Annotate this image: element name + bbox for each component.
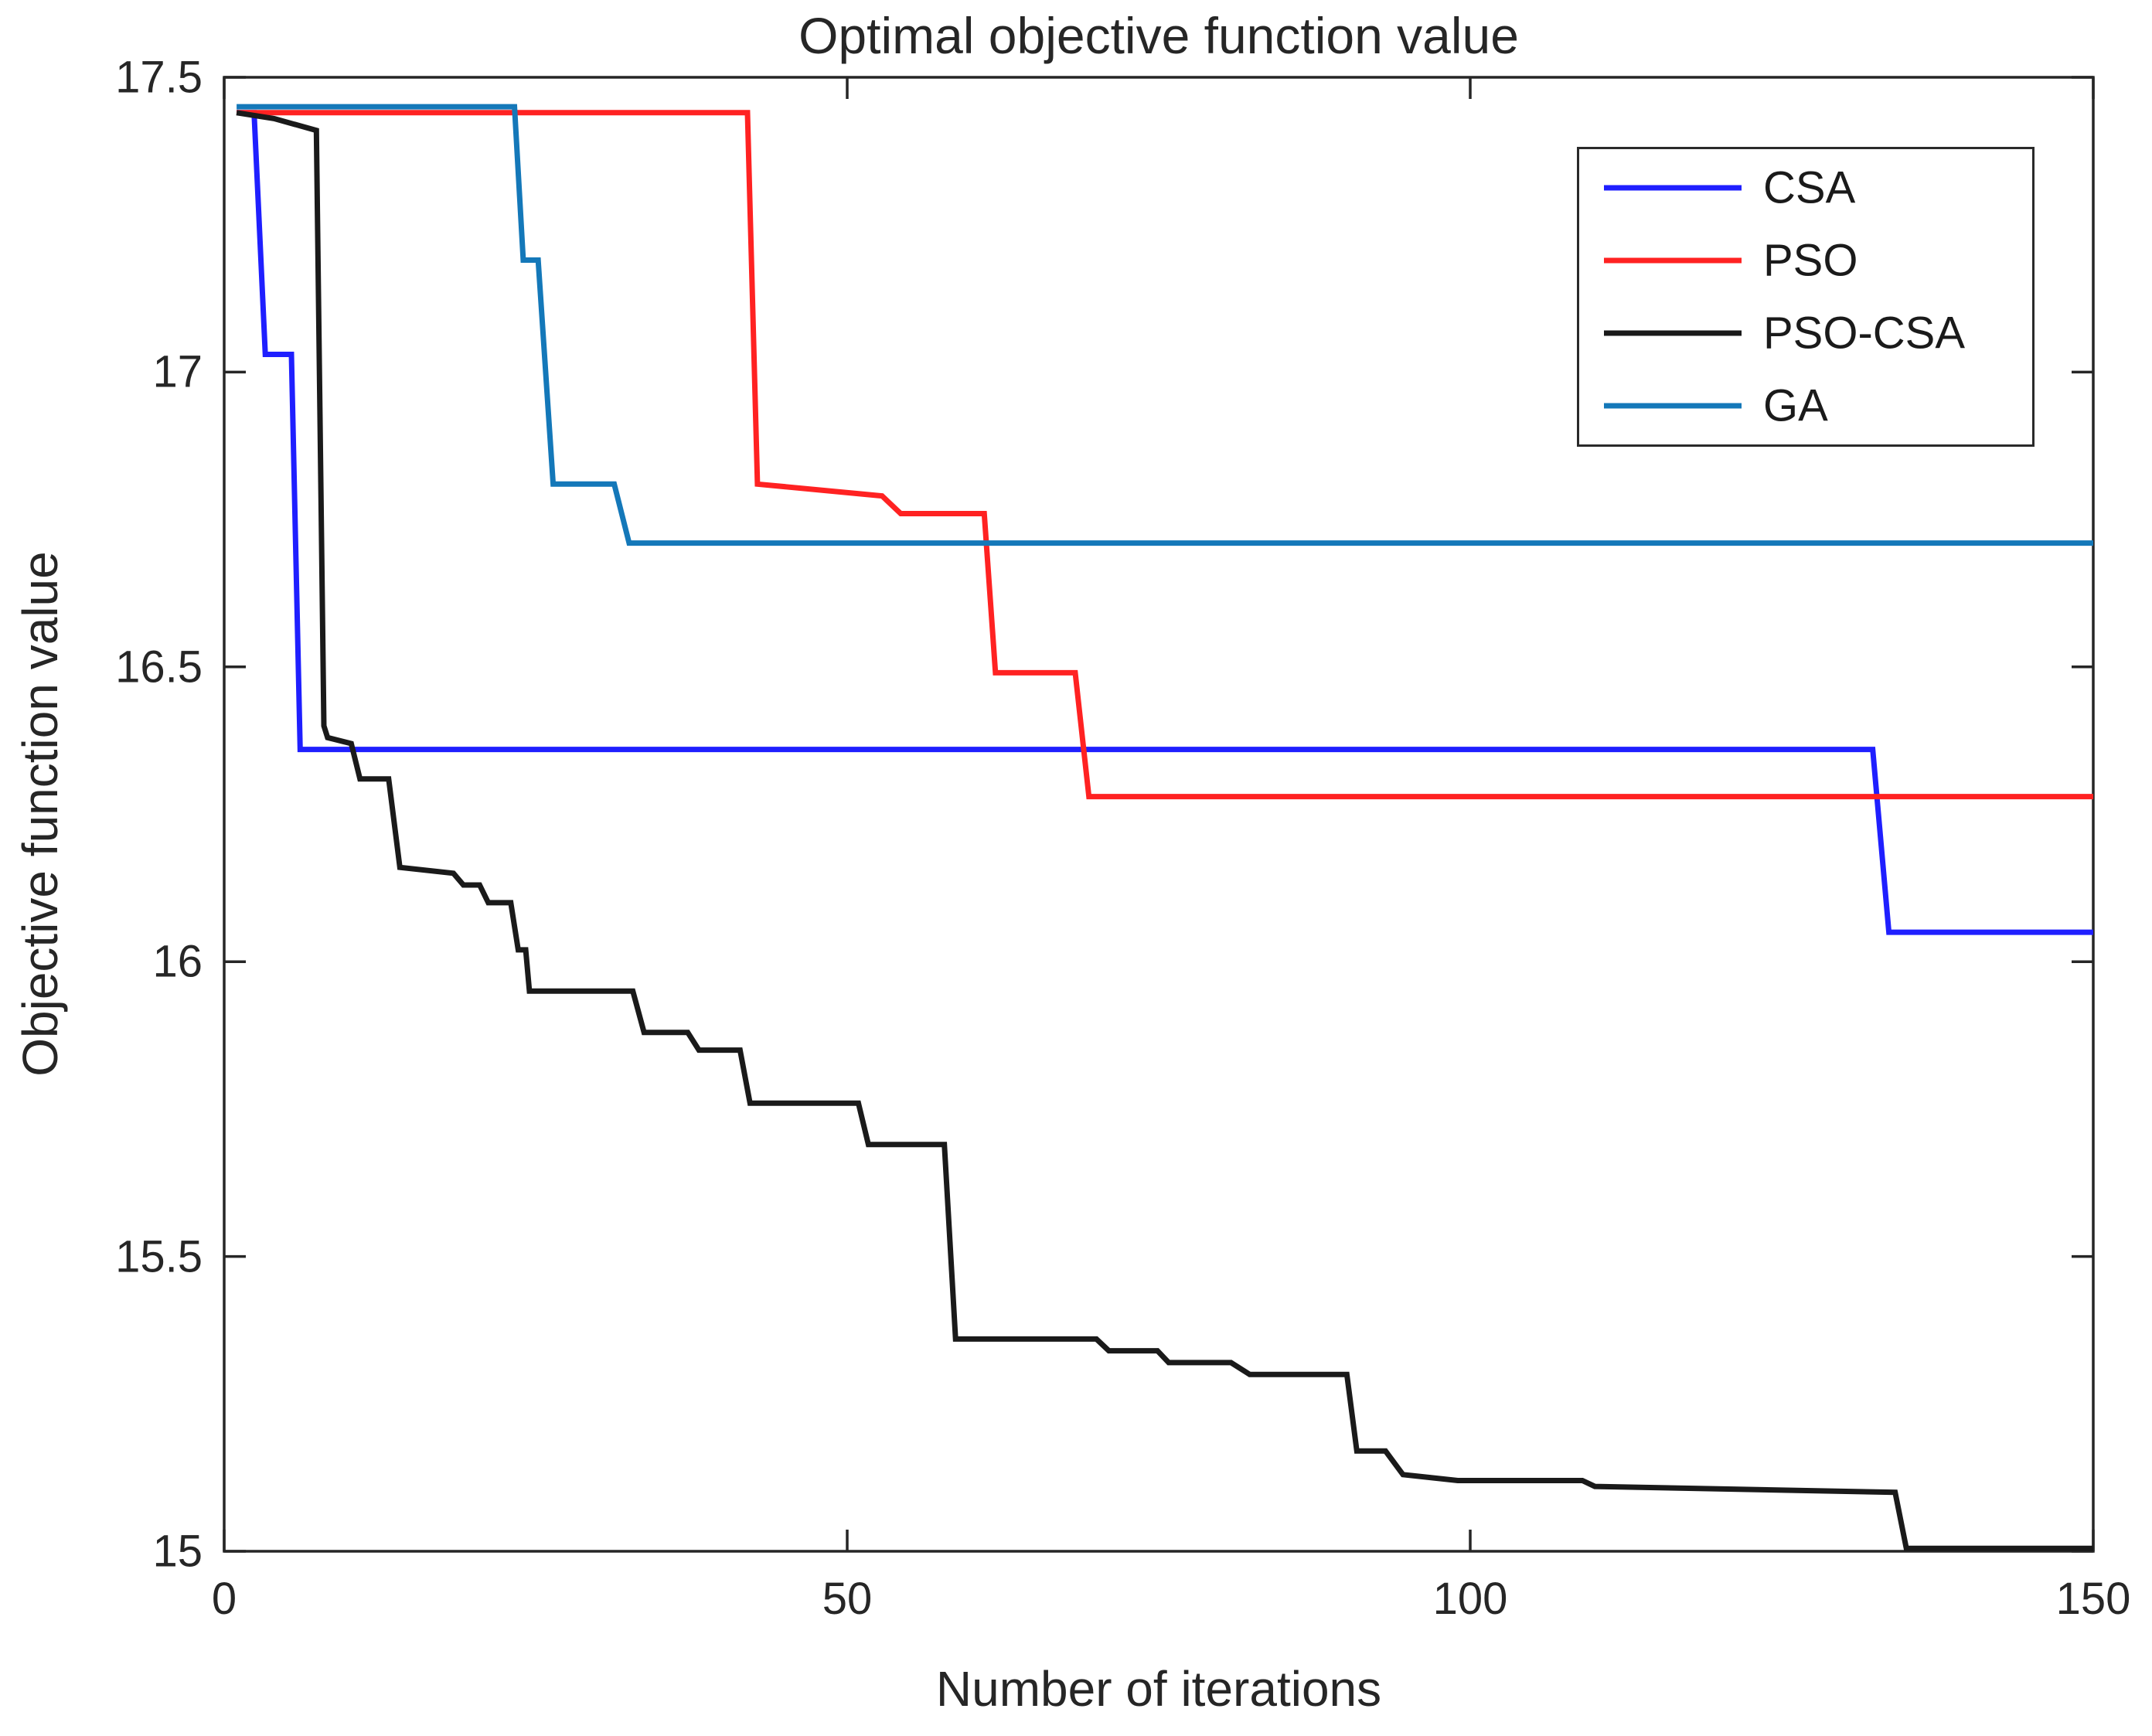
series-line-ga — [237, 104, 2093, 546]
x-axis-label: Number of iterations — [935, 1661, 1382, 1717]
x-tick-label: 150 — [2055, 1574, 2131, 1624]
legend-item-pso: PSO — [1579, 225, 2032, 296]
legend-item-csa: CSA — [1579, 152, 2032, 223]
chart-title: Optimal objective function value — [798, 7, 1519, 64]
y-tick-label: 15 — [152, 1526, 203, 1577]
series-line-csa — [237, 110, 2093, 935]
legend-line-icon — [1604, 257, 1742, 264]
series-line-pso — [237, 110, 2093, 800]
legend-line-icon — [1604, 185, 1742, 191]
axes-frame — [223, 76, 2095, 1553]
y-tick-label: 17.5 — [115, 52, 203, 103]
y-tick-label: 17 — [152, 346, 203, 397]
legend-label: PSO-CSA — [1763, 308, 1966, 359]
x-tick-label: 50 — [822, 1574, 873, 1624]
legend-item-ga: GA — [1579, 370, 2032, 441]
legend-item-pso-csa: PSO-CSA — [1579, 298, 2032, 369]
legend: CSA PSO PSO-CSA GA — [1577, 147, 2035, 447]
series-line-pso-csa — [236, 110, 2093, 1551]
y-tick-label: 16.5 — [115, 642, 203, 693]
legend-label: GA — [1763, 380, 1828, 431]
x-tick-label: 0 — [211, 1574, 237, 1624]
y-tick-label: 15.5 — [115, 1231, 203, 1282]
x-tick-label: 100 — [1432, 1574, 1508, 1624]
legend-line-icon — [1604, 330, 1742, 336]
legend-label: PSO — [1763, 235, 1858, 286]
legend-label: CSA — [1763, 162, 1856, 213]
y-tick-label: 16 — [152, 936, 203, 987]
legend-line-icon — [1604, 403, 1742, 409]
